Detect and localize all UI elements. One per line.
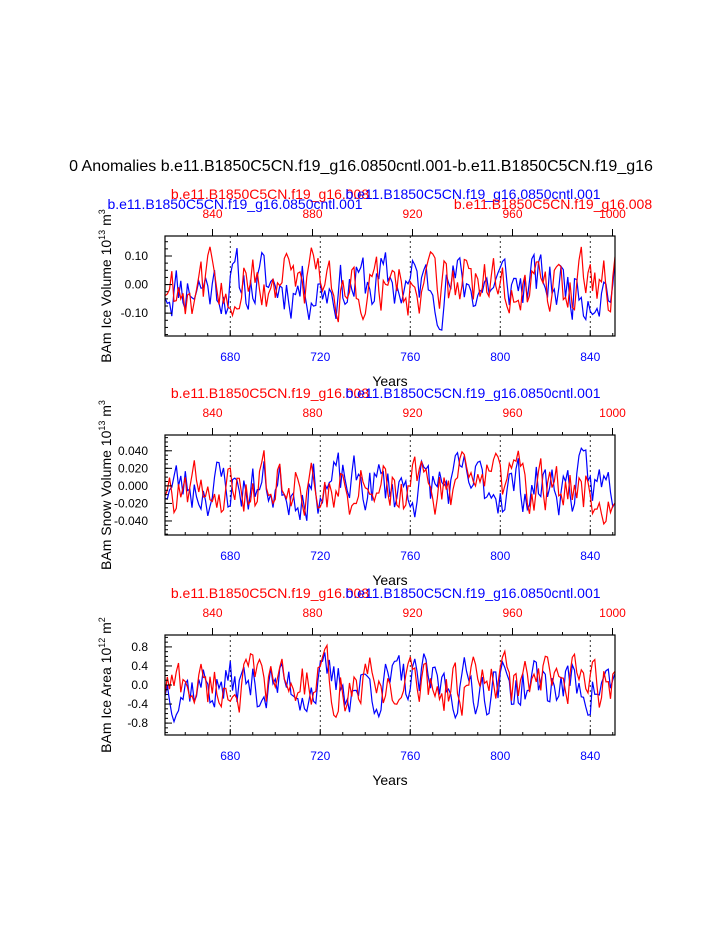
y-tick-label: 0.040 [118,444,148,458]
panel-1: 680 720 760 800 840 840 880 920 960 1000 -0.10 0.00… [97,186,652,389]
legend-control-left: b.e11.B1850C5CN.f19_g16.0850cntl.001 [107,196,362,212]
x-axis-label: Years [372,373,407,389]
top-tick-label: 840 [202,406,222,420]
y-tick-label: 0.8 [131,640,148,654]
legend-control-right: b.e11.B1850C5CN.f19_g16.0850cntl.001 [345,385,600,401]
bottom-tick-label: 680 [220,749,240,763]
bottom-tick-label: 720 [310,350,330,364]
y-tick-label: 0.020 [118,461,148,475]
y-axis-label: BAm Snow Volume 1013 m3 [97,400,114,570]
y-tick-label: -0.040 [114,514,148,528]
y-axis-label: BAm Ice Area 1012 m2 [97,617,114,753]
y-tick-label: 0.00 [125,278,149,292]
top-tick-label: 1000 [599,406,626,420]
legend-experiment-right: b.e11.B1850C5CN.f19_g16.008 [454,196,652,212]
panel-3: 680 720 760 800 840 840 880 920 960 1000 -0.8 -0.4 0… [97,585,626,788]
series-line-experiment [165,246,615,323]
bottom-tick-label: 760 [400,549,420,563]
plot-frame [164,235,616,337]
bottom-tick-label: 800 [490,549,510,563]
legend-control-right: b.e11.B1850C5CN.f19_g16.0850cntl.001 [345,585,600,601]
y-tick-label: -0.8 [127,716,148,730]
bottom-tick-label: 760 [400,749,420,763]
plot-frame [164,434,616,536]
top-tick-label: 880 [302,406,322,420]
bottom-tick-label: 760 [400,350,420,364]
bottom-tick-label: 840 [580,549,600,563]
top-tick-label: 1000 [599,606,626,620]
bottom-tick-label: 840 [580,350,600,364]
bottom-tick-label: 720 [310,549,330,563]
y-tick-label: 0.0 [131,678,148,692]
main-title: 0 Anomalies b.e11.B1850C5CN.f19_g16.0850… [69,158,653,175]
series-line-control [165,446,615,521]
series-line-experiment [165,450,615,526]
top-tick-label: 920 [402,406,422,420]
top-tick-label: 920 [402,207,422,221]
bottom-tick-label: 680 [220,549,240,563]
bottom-tick-label: 840 [580,749,600,763]
top-tick-label: 960 [502,207,522,221]
top-tick-label: 920 [402,606,422,620]
top-tick-label: 840 [202,606,222,620]
top-tick-label: 880 [302,606,322,620]
bottom-tick-label: 800 [490,350,510,364]
top-tick-label: 960 [502,606,522,620]
top-tick-label: 840 [202,207,222,221]
panel-2: 680 720 760 800 840 840 880 920 960 1000 -0.040 -0.… [97,385,626,588]
legend-experiment-left: b.e11.B1850C5CN.f19_g16.008 [171,385,369,401]
y-tick-label: 0.10 [125,249,149,263]
bottom-tick-label: 800 [490,749,510,763]
legend-control-right: b.e11.B1850C5CN.f19_g16.0850cntl.001 [345,186,600,202]
legend-experiment-left: b.e11.B1850C5CN.f19_g16.008 [171,585,369,601]
series-line-experiment [165,643,615,719]
y-tick-label: -0.020 [114,496,148,510]
y-tick-label: -0.10 [121,306,149,320]
bottom-tick-label: 680 [220,350,240,364]
top-tick-label: 960 [502,406,522,420]
y-tick-label: -0.4 [127,697,148,711]
y-tick-label: 0.4 [131,659,148,673]
bottom-tick-label: 720 [310,749,330,763]
x-axis-label: Years [372,572,407,588]
y-axis-label: BAm Ice Volume 1013 m3 [97,209,114,363]
y-tick-label: 0.000 [118,479,148,493]
x-axis-label: Years [372,772,407,788]
legend-experiment-left: b.e11.B1850C5CN.f19_g16.008 [171,186,369,202]
series-line-control [165,248,615,331]
top-tick-label: 880 [302,207,322,221]
top-tick-label: 1000 [599,207,626,221]
